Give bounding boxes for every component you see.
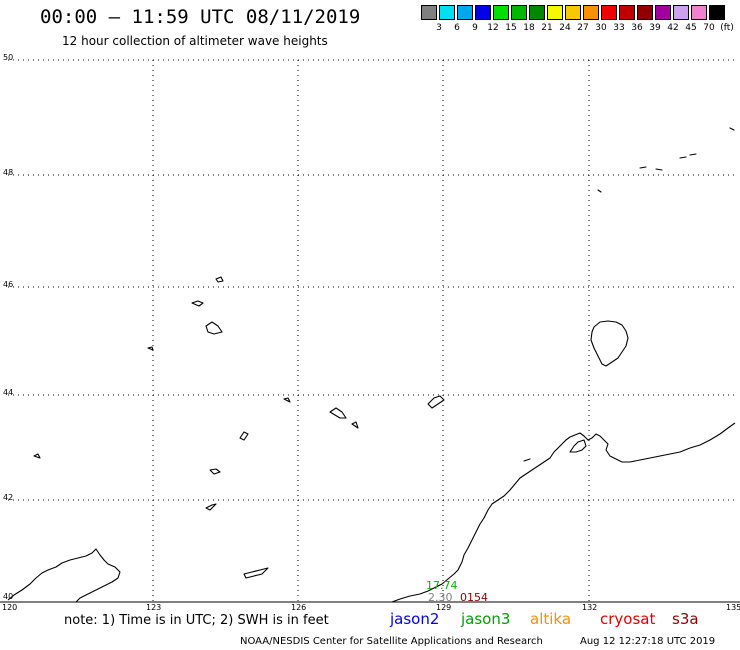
generated-timestamp: Aug 12 12:27:18 UTC 2019 xyxy=(580,636,716,647)
color-scale-swatch xyxy=(547,5,563,20)
satellite-jason2: jason2 xyxy=(390,610,440,628)
color-scale-swatch xyxy=(439,5,455,20)
color-scale-label: 45 xyxy=(685,23,697,33)
lon-label-120: 120 xyxy=(2,603,18,612)
page-title: 00:00 — 11:59 UTC 08/11/2019 xyxy=(40,6,361,28)
island-i xyxy=(239,431,249,441)
color-scale-label: 27 xyxy=(577,23,589,33)
island-j xyxy=(209,468,221,475)
island-p xyxy=(679,156,687,159)
coastlines xyxy=(7,127,736,603)
coastline-coast-main xyxy=(391,422,736,603)
island-t xyxy=(523,458,531,462)
island-k xyxy=(205,503,217,511)
page-subtitle: 12 hour collection of altimeter wave hei… xyxy=(62,34,328,48)
lake-khanka xyxy=(590,320,629,367)
color-scale-swatch xyxy=(475,5,491,20)
island-l xyxy=(33,453,41,459)
color-scale-swatch xyxy=(421,5,437,20)
coastline-east-inlet xyxy=(569,439,587,453)
lat-label-48: 48 xyxy=(3,168,14,177)
observation-value: 2.30 xyxy=(428,591,453,604)
credit-line: NOAA/NESDIS Center for Satellite Applica… xyxy=(240,636,543,647)
lon-label-123: 123 xyxy=(146,603,162,612)
lat-label-44: 44 xyxy=(3,388,14,397)
coastline-southwest xyxy=(7,548,121,603)
lon-label-135: 135 xyxy=(726,603,740,612)
color-scale-swatch xyxy=(601,5,617,20)
island-n xyxy=(639,166,647,169)
observation-value: 0154 xyxy=(460,591,488,604)
island-s xyxy=(597,189,602,193)
color-scale-label: 12 xyxy=(487,23,499,33)
lat-label-42: 42 xyxy=(3,493,14,502)
color-scale-label: 39 xyxy=(649,23,661,33)
color-scale-swatch xyxy=(655,5,671,20)
island-r xyxy=(729,127,735,131)
map-grid xyxy=(8,59,735,602)
color-scale-swatch xyxy=(673,5,689,20)
island-d xyxy=(147,346,154,351)
color-scale-label: 42 xyxy=(667,23,679,33)
island-c xyxy=(215,276,224,283)
satellite-s3a: s3a xyxy=(672,610,699,628)
island-q xyxy=(689,153,697,156)
color-scale-swatch xyxy=(691,5,707,20)
lon-label-132: 132 xyxy=(582,603,598,612)
island-h xyxy=(427,395,445,409)
color-scale-label: (ft) xyxy=(720,23,734,33)
color-scale-swatch xyxy=(511,5,527,20)
color-scale-swatch xyxy=(583,5,599,20)
island-b xyxy=(205,321,223,335)
island-g xyxy=(351,421,359,429)
color-scale-swatch xyxy=(493,5,509,20)
satellite-cryosat: cryosat xyxy=(600,610,656,628)
color-scale-swatch xyxy=(619,5,635,20)
color-scale-label: 36 xyxy=(631,23,643,33)
color-scale-swatch xyxy=(637,5,653,20)
lat-label-46: 46 xyxy=(3,280,14,289)
color-scale-label: 9 xyxy=(472,23,478,33)
color-scale-label: 70 xyxy=(703,23,715,33)
color-scale-label: 33 xyxy=(613,23,625,33)
lon-label-129: 129 xyxy=(436,603,452,612)
color-scale-label: 15 xyxy=(505,23,517,33)
color-scale-label: 30 xyxy=(595,23,607,33)
color-scale-label: 24 xyxy=(559,23,571,33)
color-scale-swatch xyxy=(709,5,725,20)
color-scale-label: 21 xyxy=(541,23,553,33)
satellite-jason3: jason3 xyxy=(461,610,511,628)
island-m xyxy=(243,567,269,579)
island-o xyxy=(655,168,663,171)
island-a xyxy=(191,300,204,307)
color-scale-label: 6 xyxy=(454,23,460,33)
lat-label-50: 50 xyxy=(3,53,14,62)
color-scale-swatch xyxy=(457,5,473,20)
color-scale-label: 18 xyxy=(523,23,535,33)
color-scale-swatch xyxy=(529,5,545,20)
satellite-altika: altika xyxy=(530,610,572,628)
island-f xyxy=(329,407,347,419)
color-scale-swatch xyxy=(565,5,581,20)
color-scale-label: 3 xyxy=(436,23,442,33)
lat-label-40: 40 xyxy=(3,592,14,601)
island-e xyxy=(283,397,291,403)
observation-value: 17.74 xyxy=(426,579,458,592)
footer-note: note: 1) Time is in UTC; 2) SWH is in fe… xyxy=(64,613,329,628)
lon-label-126: 126 xyxy=(291,603,307,612)
